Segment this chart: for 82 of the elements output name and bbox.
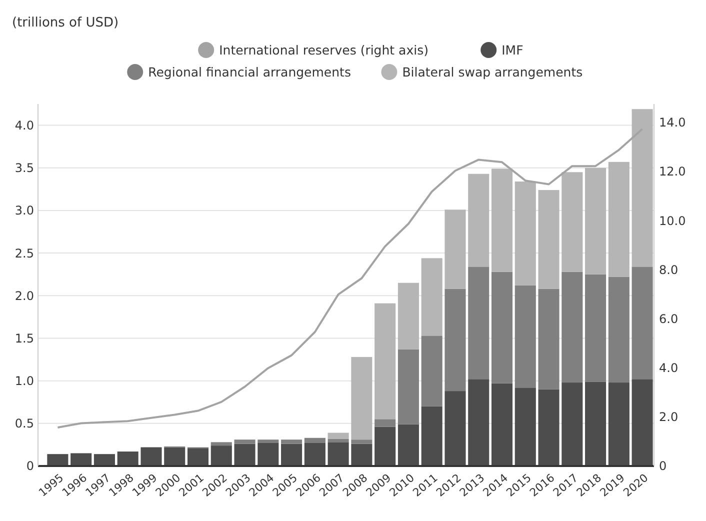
bar bbox=[421, 406, 442, 466]
y2-tick-label: 6.0 bbox=[659, 312, 678, 326]
bar bbox=[374, 303, 396, 420]
y-tick-label: 1.0 bbox=[14, 374, 34, 388]
bar bbox=[210, 442, 232, 446]
legend-label: Regional financial arrangements bbox=[148, 64, 351, 80]
bar bbox=[632, 109, 653, 267]
text: (trillions of USD) bbox=[12, 16, 119, 31]
bar bbox=[164, 447, 186, 466]
bar bbox=[514, 388, 536, 466]
bar bbox=[328, 442, 349, 466]
bar bbox=[258, 440, 279, 443]
bar bbox=[585, 382, 606, 466]
bar bbox=[562, 382, 583, 466]
bar bbox=[398, 282, 419, 350]
bar bbox=[187, 448, 209, 466]
y-tick-label: 3.0 bbox=[14, 204, 34, 218]
bar bbox=[374, 426, 396, 466]
bar bbox=[234, 444, 256, 466]
bar bbox=[468, 266, 490, 380]
bar bbox=[491, 168, 513, 272]
bar bbox=[468, 174, 490, 267]
bar bbox=[538, 288, 560, 390]
bar bbox=[117, 452, 138, 466]
bar bbox=[538, 190, 560, 289]
y2-tick-label: 8.0 bbox=[659, 262, 678, 277]
bar bbox=[491, 272, 513, 384]
y-tick-label: 0.5 bbox=[14, 416, 34, 431]
bar bbox=[281, 440, 302, 444]
bar bbox=[514, 285, 536, 388]
y2-tick-label: 2.0 bbox=[659, 410, 678, 424]
y2-tick-label: 4.0 bbox=[659, 361, 678, 376]
line-series bbox=[56, 128, 644, 428]
bar bbox=[444, 288, 466, 392]
bar bbox=[514, 182, 536, 286]
bar bbox=[491, 383, 513, 466]
legend-label: International reserves (right axis) bbox=[219, 42, 428, 58]
y-tick-label: 4.0 bbox=[14, 118, 34, 132]
y2-tick-label: 10.0 bbox=[659, 214, 686, 228]
bar bbox=[585, 168, 606, 274]
bar bbox=[444, 210, 466, 289]
y2-tick-label: 0 bbox=[659, 459, 667, 474]
bar bbox=[258, 443, 279, 466]
y-tick-label: 0 bbox=[26, 459, 34, 474]
bar bbox=[351, 444, 372, 466]
y-tick-label: 3.5 bbox=[14, 161, 34, 176]
bar bbox=[421, 336, 442, 406]
bar bbox=[70, 453, 92, 466]
bar bbox=[94, 454, 115, 466]
bar bbox=[421, 258, 442, 336]
bar bbox=[444, 391, 466, 466]
bar bbox=[632, 379, 653, 466]
bar bbox=[328, 432, 349, 439]
bar bbox=[632, 266, 653, 380]
bar bbox=[351, 440, 372, 444]
bar bbox=[562, 172, 583, 272]
bar bbox=[538, 389, 560, 466]
bar bbox=[281, 444, 302, 466]
bar bbox=[468, 379, 490, 466]
y-tick-label: 1.5 bbox=[14, 331, 34, 346]
bar bbox=[608, 162, 630, 277]
bar bbox=[608, 276, 630, 383]
legend-label: IMF bbox=[502, 42, 524, 58]
y2-tick-label: 14.0 bbox=[659, 116, 686, 130]
bar bbox=[304, 443, 326, 466]
bar bbox=[210, 446, 232, 466]
bar bbox=[398, 349, 419, 424]
bar bbox=[585, 274, 606, 382]
bar bbox=[304, 438, 326, 444]
y-tick-label: 2.0 bbox=[14, 288, 34, 303]
bar bbox=[608, 382, 630, 466]
bar bbox=[562, 272, 583, 383]
bar bbox=[47, 454, 68, 466]
legend-label: Bilateral swap arrangements bbox=[402, 64, 583, 80]
bar bbox=[328, 438, 349, 442]
bar bbox=[351, 356, 372, 440]
bar bbox=[234, 440, 256, 444]
bar bbox=[374, 419, 396, 427]
y2-tick-label: 12.0 bbox=[659, 164, 686, 179]
bar bbox=[398, 424, 419, 466]
y-tick-label: 2.5 bbox=[14, 246, 34, 260]
bar bbox=[140, 447, 162, 466]
